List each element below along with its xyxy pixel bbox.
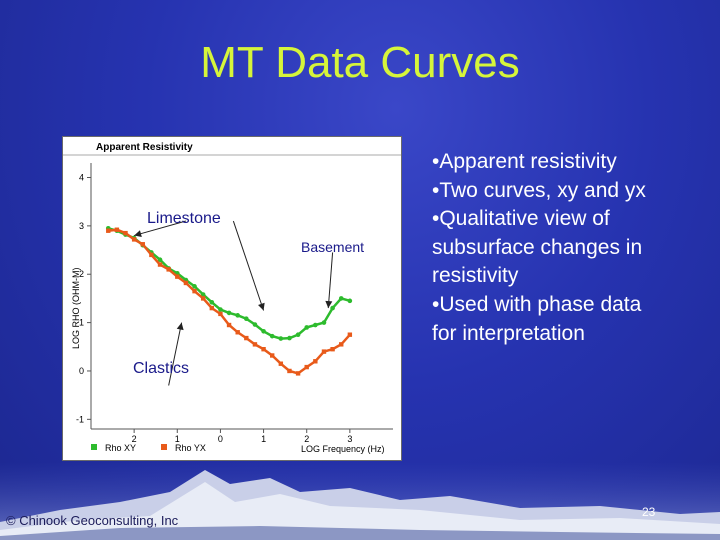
rho-yx-point [149,252,154,258]
rho-yx-point [244,335,249,341]
rho-yx-point [347,332,353,337]
rho-xy-point [338,296,344,301]
resistivity-chart: Apparent Resistivity LOG RHO (OHM-M) LOG… [62,136,402,461]
rho-yx-point [270,353,275,358]
bullet-line: •Two curves, xy and yx [432,178,646,202]
copyright-notice: © Chinook Geoconsulting, Inc [6,513,179,528]
rho-yx-point [131,237,137,242]
rho-yx-point [209,305,214,311]
annotation-limestone-arrowhead [134,230,142,238]
y-tick-label: 0 [79,366,84,376]
rho-yx-point [166,267,171,272]
rho-xy-point [313,322,318,328]
chart-title: Apparent Resistivity [96,142,193,153]
mountain-backdrop [0,462,720,540]
y-tick-label: 1 [79,318,84,328]
rho-xy-point [226,310,232,316]
x-tick-label: 2 [132,434,137,444]
annotation-limestone-arrowhead [258,302,265,311]
rho-xy-point [252,322,258,327]
annotation-basement-arrowhead [325,300,333,309]
rho-yx-point [278,361,284,366]
y-axis-label: LOG RHO (OHM-M) [71,268,81,350]
bullet-line: •Used with phase data [432,292,642,316]
x-tick-label: 2 [304,434,309,444]
rho-yx-point [106,228,111,233]
page-number: 23 [642,505,656,519]
rho-yx-point [304,364,309,370]
annotation-clastics-label: Clastics [133,360,189,377]
legend-rho-yx-swatch [161,444,167,450]
rho-yx-point [200,296,206,301]
rho-yx-point [330,347,335,352]
bullet-line: •Apparent resistivity [432,150,617,173]
annotation-clastics-arrow [168,322,183,386]
annotation-limestone-label: Limestone [147,210,221,227]
y-tick-label: 4 [79,173,84,183]
rho-yx-point [287,368,292,374]
rho-xy-point [200,292,206,297]
y-tick-label: 3 [79,221,84,231]
x-axis-label: LOG Frequency (Hz) [301,444,385,454]
rho-xy-point [261,329,266,334]
y-tick-label: -1 [76,414,84,424]
rho-yx-point [252,342,258,347]
annotation-clastics-arrowhead [176,322,184,331]
rho-xy-point [295,332,301,337]
chart-canvas: Apparent Resistivity LOG RHO (OHM-M) LOG… [63,142,401,454]
annotation-limestone-arrow [232,220,265,311]
x-tick-label: 1 [261,434,266,444]
y-tick-label: 2 [79,269,84,279]
rho-yx-point [183,280,189,286]
annotation-basement-label: Basement [301,239,364,255]
rho-xy-point [278,336,284,341]
slide-title: MT Data Curves [200,38,520,87]
rho-xy-point [209,299,215,305]
rho-xy-point [287,335,292,341]
bullet-line: •Qualitative view of [432,207,610,231]
bullet-list: •Apparent resistivity •Two curves, xy an… [432,148,712,348]
rho-xy-point [269,333,275,339]
rho-yx-point [226,322,232,328]
rho-yx-point [175,274,180,279]
rho-xy-point [244,316,249,322]
rho-yx-point [321,349,327,354]
bullet-line: resistivity [432,264,519,288]
x-tick-label: 3 [347,434,352,444]
legend-rho-xy-swatch [91,444,97,450]
x-tick-label: 0 [218,434,223,444]
rho-xy-point [304,325,310,330]
rho-yx-point [235,330,240,335]
rho-yx-point [261,347,266,352]
rho-yx-point [295,371,301,376]
rho-yx-point [140,242,145,247]
rho-yx-point [313,359,318,364]
rho-xy-point [347,298,353,304]
legend-rho-yx-label: Rho YX [175,443,206,453]
bullet-line: subsurface changes in [432,235,643,259]
rho-yx-point [192,288,197,294]
rho-xy-point [235,313,240,318]
rho-yx-point [339,342,344,347]
rho-yx-point [218,311,223,317]
annotation-limestone-arrow [134,220,187,237]
rho-yx-point [157,262,163,267]
rho-xy-point [157,257,163,263]
rho-xy-point [321,320,327,325]
annotation-basement-arrow [327,252,334,309]
rho-yx-point [123,230,128,236]
legend-rho-xy-label: Rho XY [105,443,136,453]
rho-yx-point [114,227,120,232]
x-tick-label: 1 [175,434,180,444]
rho-xy-point [218,307,223,312]
rho-xy-point [192,284,197,289]
rho-xy-point [330,305,335,311]
bullet-line: for interpretation [432,321,585,345]
